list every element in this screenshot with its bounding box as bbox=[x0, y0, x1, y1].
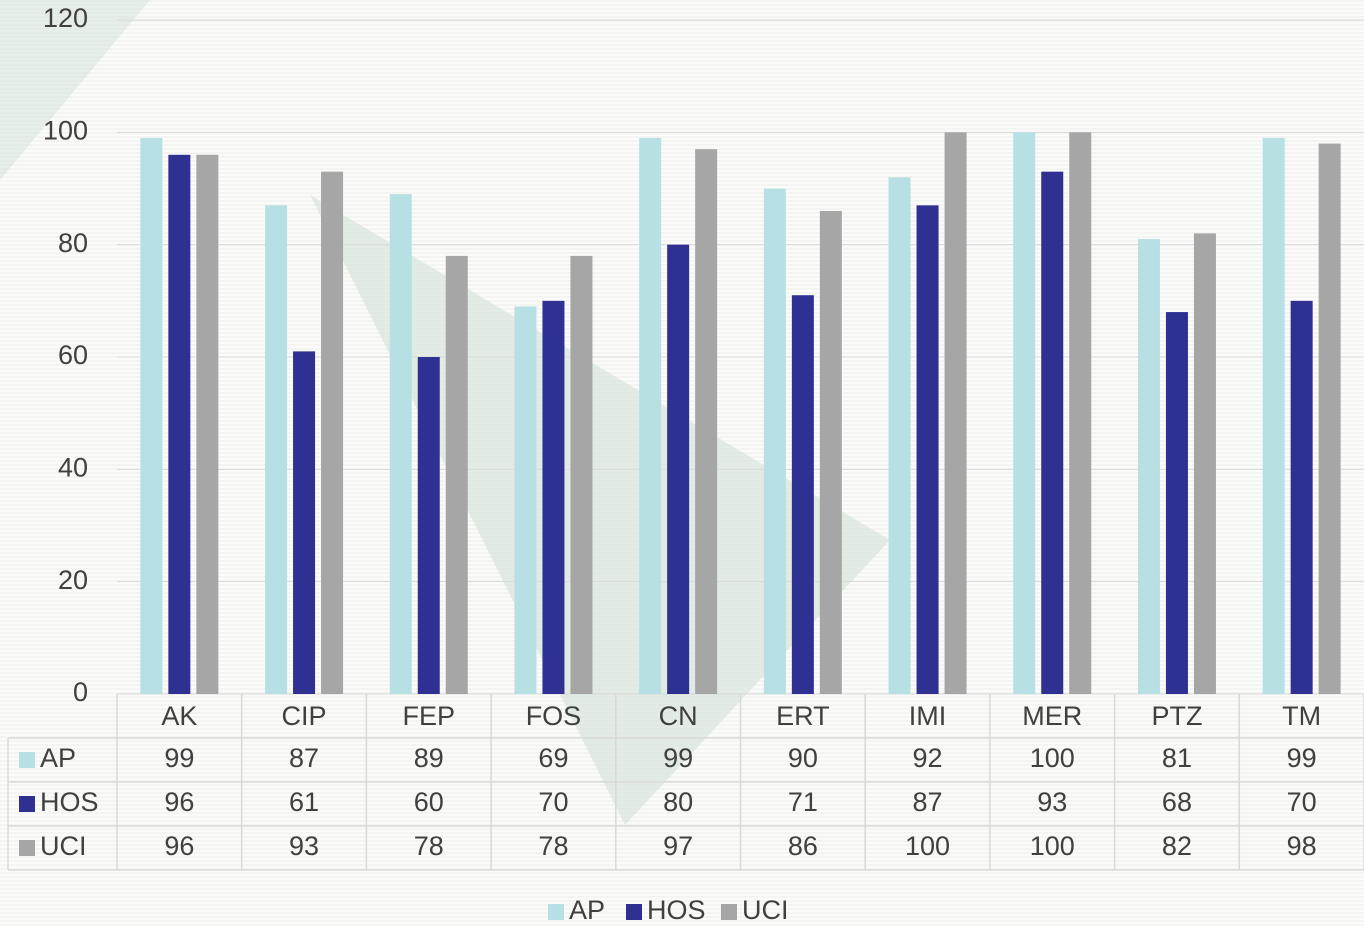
bar bbox=[888, 177, 911, 694]
table-value: 61 bbox=[289, 787, 319, 817]
bar bbox=[1290, 300, 1313, 694]
table-value: 99 bbox=[1287, 743, 1317, 773]
bar bbox=[1262, 137, 1285, 694]
table-value: 89 bbox=[414, 743, 444, 773]
x-tick-label: FEP bbox=[402, 701, 455, 731]
x-tick-label: AK bbox=[161, 701, 197, 731]
table-value: 78 bbox=[414, 831, 444, 861]
y-tick-label: 0 bbox=[73, 677, 88, 707]
bar bbox=[667, 244, 690, 694]
y-tick-label: 60 bbox=[58, 340, 88, 370]
bar bbox=[168, 154, 191, 695]
table-value: 96 bbox=[164, 787, 194, 817]
bar bbox=[763, 188, 786, 694]
legend-label: AP bbox=[569, 895, 605, 925]
x-tick-label: ERT bbox=[776, 701, 830, 731]
bar bbox=[1013, 132, 1036, 695]
table-value: 100 bbox=[905, 831, 950, 861]
table-value: 90 bbox=[788, 743, 818, 773]
bar bbox=[389, 194, 412, 694]
x-tick-label: FOS bbox=[526, 701, 582, 731]
table-value: 93 bbox=[289, 831, 319, 861]
table-value: 98 bbox=[1287, 831, 1317, 861]
y-tick-label: 120 bbox=[43, 3, 88, 33]
x-tick-label: PTZ bbox=[1151, 701, 1202, 731]
decoration bbox=[0, 0, 150, 180]
bar bbox=[514, 306, 537, 694]
x-tick-label: MER bbox=[1022, 701, 1082, 731]
bar bbox=[791, 295, 814, 694]
bar bbox=[1193, 233, 1216, 694]
bar bbox=[1165, 312, 1188, 694]
table-value: 99 bbox=[164, 743, 194, 773]
table-value: 87 bbox=[913, 787, 943, 817]
legend-label: UCI bbox=[742, 895, 789, 925]
legend-label: HOS bbox=[647, 895, 706, 925]
table-value: 69 bbox=[538, 743, 568, 773]
table-value: 68 bbox=[1162, 787, 1192, 817]
bar bbox=[1318, 143, 1341, 695]
bar bbox=[639, 137, 662, 694]
table-value: 70 bbox=[538, 787, 568, 817]
bar bbox=[321, 171, 344, 694]
y-tick-label: 80 bbox=[58, 228, 88, 258]
x-tick-label: IMI bbox=[909, 701, 947, 731]
y-tick-label: 20 bbox=[58, 565, 88, 595]
bar bbox=[1069, 132, 1092, 695]
bar bbox=[265, 205, 288, 694]
bar bbox=[542, 300, 565, 694]
bar bbox=[819, 210, 842, 694]
bar bbox=[293, 351, 316, 694]
x-tick-label: TM bbox=[1282, 701, 1321, 731]
table-value: 93 bbox=[1037, 787, 1067, 817]
table-value: 99 bbox=[663, 743, 693, 773]
bar bbox=[1137, 239, 1160, 695]
table-legend-key bbox=[19, 752, 35, 768]
bar bbox=[417, 357, 440, 694]
table-value: 70 bbox=[1287, 787, 1317, 817]
bar bbox=[1041, 171, 1064, 694]
x-tick-label: CIP bbox=[282, 701, 327, 731]
bar bbox=[695, 149, 718, 694]
table-value: 100 bbox=[1030, 831, 1075, 861]
table-value: 81 bbox=[1162, 743, 1192, 773]
bar bbox=[196, 154, 219, 695]
table-legend-key bbox=[19, 840, 35, 856]
table-value: 60 bbox=[414, 787, 444, 817]
y-tick-label: 100 bbox=[43, 115, 88, 145]
legend-key bbox=[548, 904, 564, 920]
bar bbox=[916, 205, 939, 694]
table-value: 71 bbox=[788, 787, 818, 817]
legend-key bbox=[626, 904, 642, 920]
table-value: 97 bbox=[663, 831, 693, 861]
x-tick-label: CN bbox=[659, 701, 698, 731]
table-value: 100 bbox=[1030, 743, 1075, 773]
bar bbox=[944, 132, 967, 695]
legend-key bbox=[721, 904, 737, 920]
y-tick-label: 40 bbox=[58, 452, 88, 482]
table-series-name: UCI bbox=[40, 831, 87, 861]
table-series-name: HOS bbox=[40, 787, 99, 817]
table-value: 87 bbox=[289, 743, 319, 773]
table-value: 96 bbox=[164, 831, 194, 861]
table-value: 86 bbox=[788, 831, 818, 861]
table-value: 78 bbox=[538, 831, 568, 861]
bar bbox=[140, 137, 163, 694]
bar bbox=[445, 255, 468, 694]
table-series-name: AP bbox=[40, 743, 76, 773]
table-value: 82 bbox=[1162, 831, 1192, 861]
table-value: 80 bbox=[663, 787, 693, 817]
table-value: 92 bbox=[913, 743, 943, 773]
bar bbox=[570, 255, 593, 694]
table-legend-key bbox=[19, 796, 35, 812]
